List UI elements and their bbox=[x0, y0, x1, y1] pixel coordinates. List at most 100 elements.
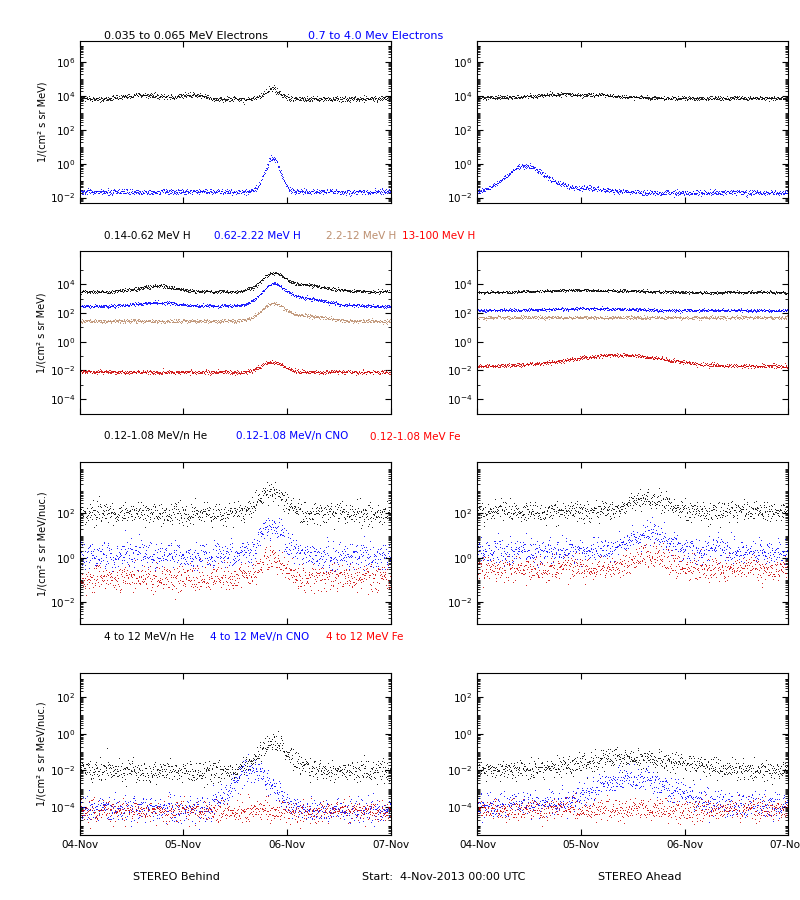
Point bbox=[625, 743, 638, 758]
Point bbox=[635, 539, 648, 554]
Point bbox=[672, 304, 685, 319]
Point bbox=[530, 796, 543, 810]
Point bbox=[534, 806, 546, 821]
Point bbox=[677, 353, 690, 367]
Point bbox=[200, 89, 213, 104]
Point bbox=[719, 284, 732, 299]
Point bbox=[363, 365, 376, 380]
Point bbox=[207, 313, 220, 328]
Point bbox=[717, 185, 730, 200]
Point bbox=[544, 557, 557, 572]
Point bbox=[267, 482, 280, 497]
Point bbox=[154, 278, 167, 293]
Point bbox=[509, 310, 522, 325]
Point bbox=[282, 181, 294, 195]
Point bbox=[650, 497, 662, 511]
Point bbox=[518, 285, 531, 300]
Point bbox=[605, 780, 618, 795]
Point bbox=[224, 285, 237, 300]
Point bbox=[167, 552, 180, 566]
Point bbox=[122, 298, 135, 312]
Point bbox=[753, 530, 766, 544]
Point bbox=[304, 570, 317, 584]
Point bbox=[525, 87, 538, 102]
Point bbox=[186, 314, 199, 328]
Point bbox=[546, 756, 558, 770]
Point bbox=[139, 297, 152, 311]
Point bbox=[586, 501, 598, 516]
Point bbox=[137, 313, 150, 328]
Point bbox=[574, 283, 586, 297]
Point bbox=[362, 753, 374, 768]
Point bbox=[217, 577, 230, 591]
Point bbox=[114, 501, 126, 516]
Point bbox=[381, 91, 394, 105]
Point bbox=[308, 544, 321, 558]
Point bbox=[215, 807, 228, 822]
Point bbox=[739, 303, 752, 318]
Point bbox=[120, 364, 133, 378]
Point bbox=[244, 92, 257, 106]
Point bbox=[245, 281, 258, 295]
Point bbox=[136, 184, 149, 199]
Point bbox=[582, 547, 594, 562]
Point bbox=[674, 185, 686, 200]
Point bbox=[318, 280, 331, 294]
Point bbox=[362, 550, 374, 564]
Point bbox=[760, 285, 773, 300]
Point bbox=[329, 283, 342, 297]
Point bbox=[512, 284, 525, 299]
Point bbox=[382, 314, 395, 328]
Point bbox=[702, 185, 714, 200]
Point bbox=[111, 552, 124, 566]
Point bbox=[564, 283, 577, 297]
Point bbox=[778, 303, 791, 318]
Point bbox=[324, 808, 337, 823]
Point bbox=[218, 91, 230, 105]
Point bbox=[709, 760, 722, 774]
Point bbox=[736, 284, 749, 299]
Point bbox=[508, 807, 521, 822]
Point bbox=[292, 579, 305, 593]
Point bbox=[506, 507, 519, 521]
Point bbox=[166, 582, 179, 597]
Point bbox=[721, 285, 734, 300]
Point bbox=[610, 752, 622, 767]
Point bbox=[712, 561, 725, 575]
Point bbox=[765, 184, 778, 198]
Point bbox=[81, 91, 94, 105]
Point bbox=[80, 765, 93, 779]
Point bbox=[118, 501, 131, 516]
Point bbox=[182, 805, 195, 819]
Point bbox=[320, 280, 333, 294]
Point bbox=[601, 301, 614, 315]
Point bbox=[727, 92, 740, 106]
Point bbox=[674, 509, 686, 524]
Point bbox=[686, 790, 699, 805]
Point bbox=[673, 787, 686, 801]
Point bbox=[123, 806, 136, 821]
Point bbox=[543, 302, 556, 316]
Point bbox=[302, 184, 314, 199]
Point bbox=[616, 780, 629, 795]
Point bbox=[170, 364, 182, 379]
Point bbox=[363, 577, 376, 591]
Point bbox=[578, 177, 590, 192]
Point bbox=[620, 309, 633, 323]
Point bbox=[758, 357, 771, 372]
Point bbox=[257, 556, 270, 571]
Point bbox=[738, 567, 750, 581]
Point bbox=[94, 544, 107, 558]
Point bbox=[613, 182, 626, 196]
Point bbox=[353, 799, 366, 814]
Point bbox=[132, 796, 145, 811]
Point bbox=[671, 815, 684, 830]
Point bbox=[350, 508, 362, 522]
Point bbox=[321, 801, 334, 815]
Point bbox=[246, 800, 259, 814]
Point bbox=[358, 93, 371, 107]
Point bbox=[102, 184, 115, 199]
Point bbox=[382, 769, 394, 783]
Point bbox=[619, 303, 632, 318]
Point bbox=[138, 756, 150, 770]
